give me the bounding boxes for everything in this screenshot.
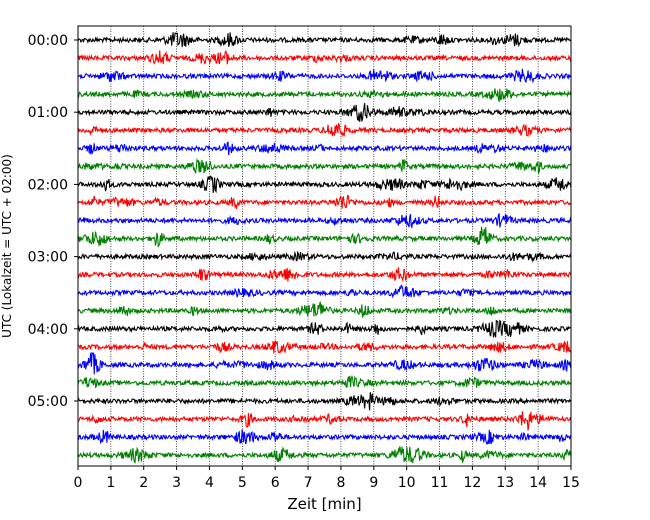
trace-row-8 bbox=[77, 157, 572, 176]
x-tick-label: 10 bbox=[398, 475, 416, 491]
trace-row-11 bbox=[77, 212, 572, 230]
trace-row-1 bbox=[77, 32, 572, 48]
y-tick-label: 04:00 bbox=[28, 322, 68, 338]
trace-row-23 bbox=[77, 429, 572, 445]
trace-row-5 bbox=[77, 102, 572, 122]
x-tick-label: 14 bbox=[529, 475, 547, 491]
trace-row-24 bbox=[77, 446, 572, 464]
trace-row-6 bbox=[77, 123, 572, 138]
y-tick-label: 03:00 bbox=[28, 250, 68, 266]
trace-row-7 bbox=[77, 141, 572, 156]
trace-row-22 bbox=[77, 411, 572, 431]
x-tick-label: 3 bbox=[172, 475, 181, 491]
trace-row-19 bbox=[77, 351, 572, 375]
x-tick-label: 7 bbox=[304, 475, 313, 491]
x-tick-label: 9 bbox=[369, 475, 378, 491]
trace-row-15 bbox=[77, 284, 572, 299]
y-tick-label: 02:00 bbox=[28, 177, 68, 193]
trace-row-17 bbox=[77, 319, 572, 338]
x-tick-label: 6 bbox=[271, 475, 280, 491]
x-tick-label: 1 bbox=[106, 475, 115, 491]
trace-row-12 bbox=[77, 226, 572, 249]
x-tick-label: 12 bbox=[463, 475, 481, 491]
trace-row-14 bbox=[77, 267, 572, 283]
y-tick-label: 01:00 bbox=[28, 105, 68, 121]
plot-frame bbox=[77, 25, 572, 467]
x-tick-label: 5 bbox=[238, 475, 247, 491]
vertical-gridlines bbox=[110, 26, 539, 466]
x-axis-ticks: 0 1 2 3 4 5 6 7 8 9 10 11 12 13 14 15 bbox=[74, 466, 580, 491]
trace-row-2 bbox=[77, 50, 572, 65]
trace-row-16 bbox=[77, 301, 572, 319]
y-tick-label: 00:00 bbox=[28, 33, 68, 49]
y-axis-label: UTC (Lokalzeit = UTC + 02:00) bbox=[0, 154, 14, 338]
x-tick-label: 2 bbox=[139, 475, 148, 491]
trace-row-10 bbox=[77, 194, 572, 210]
x-axis-label: Zeit [min] bbox=[287, 495, 361, 513]
trace-row-21 bbox=[77, 392, 572, 411]
y-tick-label: 05:00 bbox=[28, 394, 68, 410]
trace-row-18 bbox=[77, 339, 572, 354]
trace-row-13 bbox=[77, 250, 572, 263]
x-tick-label: 15 bbox=[562, 475, 580, 491]
x-tick-label: 13 bbox=[496, 475, 514, 491]
trace-row-20 bbox=[77, 374, 572, 389]
trace-row-9 bbox=[77, 175, 572, 194]
x-tick-label: 11 bbox=[431, 475, 449, 491]
x-tick-label: 0 bbox=[74, 475, 83, 491]
x-tick-label: 8 bbox=[336, 475, 345, 491]
trace-row-4 bbox=[77, 88, 572, 102]
x-tick-label: 4 bbox=[205, 475, 214, 491]
seismogram-traces bbox=[77, 32, 572, 464]
trace-row-3 bbox=[77, 68, 572, 84]
y-axis-ticks: 00:00 01:00 02:00 03:00 04:00 05:00 bbox=[28, 33, 78, 410]
